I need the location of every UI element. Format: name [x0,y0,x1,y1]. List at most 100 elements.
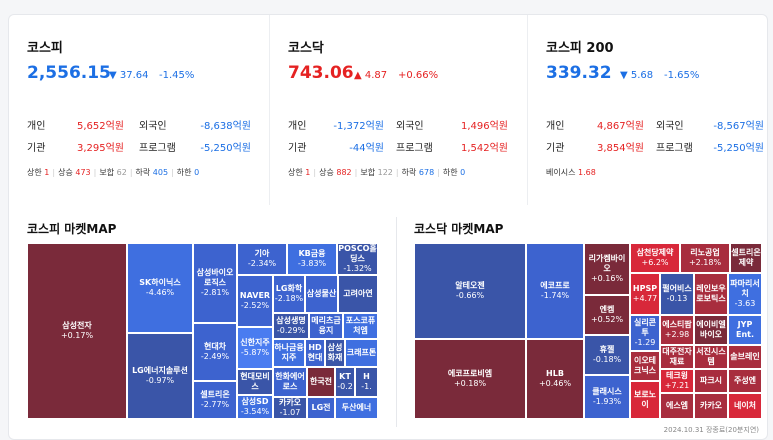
treemap-tile[interactable]: 신한지주 -5.87% [237,327,273,369]
tile-change: -0.66% [455,291,485,300]
treemap-tile[interactable]: 솔브레인 [728,345,762,369]
treemap-tile[interactable]: 에스티팜 +2.98 [660,315,694,345]
treemap-tile[interactable]: 리가켐바이오 +0.16% [584,243,630,295]
market-widget: 코스피 2,556.15 ▼ 37.64 -1.45% 개인 5,652억원 외… [8,14,768,440]
treemap-tile[interactable]: 파크시 [694,369,728,393]
treemap-tile[interactable]: 실리콘투 -1.29 [630,315,660,351]
tile-name: 에코프로 [540,281,570,290]
treemap-tile[interactable]: NAVER -2.52% [237,275,273,327]
treemap-tile[interactable]: LG화학 -2.18% [273,275,305,313]
treemap-tile[interactable]: 카카오 [694,393,728,419]
treemap-tile[interactable]: LG에너지솔루션 -0.97% [127,333,193,419]
treemap-tile[interactable]: 하나금융지주 [273,339,305,367]
treemap-tile[interactable]: 에이비엘바이오 [694,315,728,345]
treemap-tile[interactable]: 두산에너 [335,397,378,419]
stat-value: 882 [336,168,352,177]
tile-change: -1.32% [343,264,372,273]
treemap-tile[interactable]: 알테오젠 -0.66% [414,243,526,339]
tile-change: -1.93% [592,397,622,406]
treemap-tile[interactable]: 고려아연 [338,275,378,313]
treemap-tile[interactable]: 삼성전자 +0.17% [27,243,127,419]
panel-kospi200[interactable]: 코스피 200 339.32 ▼ 5.68 -1.65% 개인 4,867억원 … [527,15,769,205]
treemap-tile[interactable]: 삼성물산 [305,275,338,313]
stat-label: 상승 [58,168,73,177]
treemap-tile[interactable]: 주성엔 [728,369,762,393]
tile-name: 카카오 [278,398,302,407]
investor-label: 외국인 [396,121,424,132]
investor-value: -8,638억원 [200,121,251,132]
panel-title[interactable]: 코스피 [27,41,63,56]
panel-kospi[interactable]: 코스피 2,556.15 ▼ 37.64 -1.45% 개인 5,652억원 외… [9,15,269,205]
stat-value: 0 [460,168,466,177]
treemap-tile[interactable]: 삼성SD -3.54% [237,395,273,419]
tile-change: +0.16% [590,274,624,283]
treemap-tile[interactable]: 메리츠금융지 [309,313,343,339]
treemap-tile[interactable]: 현대모비스 [237,369,273,395]
down-arrow-icon: ▼ [620,70,628,81]
stat-value: 1 [44,168,50,177]
treemap-tile[interactable]: 서진시스템 [694,345,728,369]
treemap-tile[interactable]: H -1. [355,367,378,397]
treemap-tile[interactable]: 레인보우로보틱스 [694,273,728,315]
treemap-tile[interactable]: 삼천당제약 +6.2% [630,243,680,273]
treemap-tile[interactable]: 현대차 -2.49% [193,323,237,381]
treemap-tile[interactable]: 이오테크닉스 [630,351,660,381]
treemap-tile[interactable]: 보로노이 [630,381,660,419]
investor-label: 프로그램 [139,143,176,154]
treemap-tile[interactable]: JYP Ent. [728,315,762,345]
treemap-tile[interactable]: 에스엠 [660,393,694,419]
treemap-tile[interactable]: HLB +0.46% [526,339,584,419]
tile-name: 네이처 [733,401,757,410]
treemap-tile[interactable]: KT -0.2 [335,367,355,397]
tile-name: 하나금융지주 [274,343,304,362]
treemap-tile[interactable]: 기아 -2.34% [237,243,287,275]
tile-name: LG전 [311,403,331,412]
treemap-tile[interactable]: 에코프로비엠 +0.18% [414,339,526,419]
tile-change: +2.18% [688,258,722,267]
treemap-tile[interactable]: 대주전자재료 [660,345,694,369]
treemap-tile[interactable]: 셀트리온 -2.77% [193,381,237,419]
change-value: 5.68 [630,70,654,81]
treemap-tile[interactable]: LG전 [307,397,335,419]
breadth-stats: 상한 1 | 상승 473 | 보합 62 | 하락 405 | 하한 0 [27,168,200,177]
tile-name: SK하이닉스 [139,278,181,287]
treemap-tile[interactable]: 삼성생명 -0.29% [273,313,309,339]
treemap-tile[interactable]: 크래프톤 [345,339,378,367]
panel-title[interactable]: 코스닥 [288,41,324,56]
treemap-tile[interactable]: SK하이닉스 -4.46% [127,243,193,333]
treemap-tile[interactable]: 포스코퓨처엠 [343,313,378,339]
investor-label: 프로그램 [396,143,433,154]
treemap-tile[interactable]: 파마리서치 -3.63 [728,273,762,315]
treemap-tile[interactable]: 네이처 [728,393,762,419]
treemap-tile[interactable]: 한국전 [307,367,335,397]
treemap-tile[interactable]: KB금융 -3.83% [287,243,337,275]
treemap-tile[interactable]: 카카오 -1.07 [273,397,307,419]
treemap-tile[interactable]: HPSP +4.77 [630,273,660,315]
treemap-tile[interactable]: 삼성화재 [325,339,345,367]
treemap-tile[interactable]: 테크윙 +7.21 [660,369,694,393]
panel-title[interactable]: 코스피 200 [546,41,614,56]
treemap-tile[interactable]: 펄어비스 -0.13 [660,273,694,315]
treemap-tile[interactable]: 에코프로 -1.74% [526,243,584,339]
treemap-tile[interactable]: 삼성바이오로직스 -2.81% [193,243,237,323]
up-arrow-icon: ▲ [354,70,362,81]
tile-name: 삼천당제약 [636,248,674,257]
tile-name: 한화에어로스 [275,372,305,391]
treemap-tile[interactable]: 한화에어로스 [273,367,307,397]
treemap-tile[interactable]: 엔켐 +0.52% [584,295,630,335]
treemap-tile[interactable]: POSCO홀딩스 -1.32% [337,243,378,275]
tile-change: -5.87% [240,348,270,357]
treemap-tile[interactable]: 클래시스 -1.93% [584,375,630,419]
tile-name: 클래시스 [592,387,622,396]
treemap-tile[interactable]: HD현대 [305,339,325,367]
treemap-tile[interactable]: 셀트리온제약 [730,243,762,273]
tile-name: POSCO홀딩스 [338,244,377,263]
panel-kosdaq[interactable]: 코스닥 743.06 ▲ 4.87 +0.66% 개인 -1,372억원 외국인… [269,15,527,205]
tile-name: HPSP [632,284,658,293]
stat-label: 하한 [176,168,192,177]
tile-name: 레인보우로보틱스 [696,284,726,303]
tile-name: 파마리서치 [730,279,760,298]
treemap-tile[interactable]: 휴젤 -0.18% [584,335,630,375]
treemap-tile[interactable]: 리노공업 +2.18% [680,243,730,273]
tile-name: LG에너지솔루션 [132,366,188,375]
